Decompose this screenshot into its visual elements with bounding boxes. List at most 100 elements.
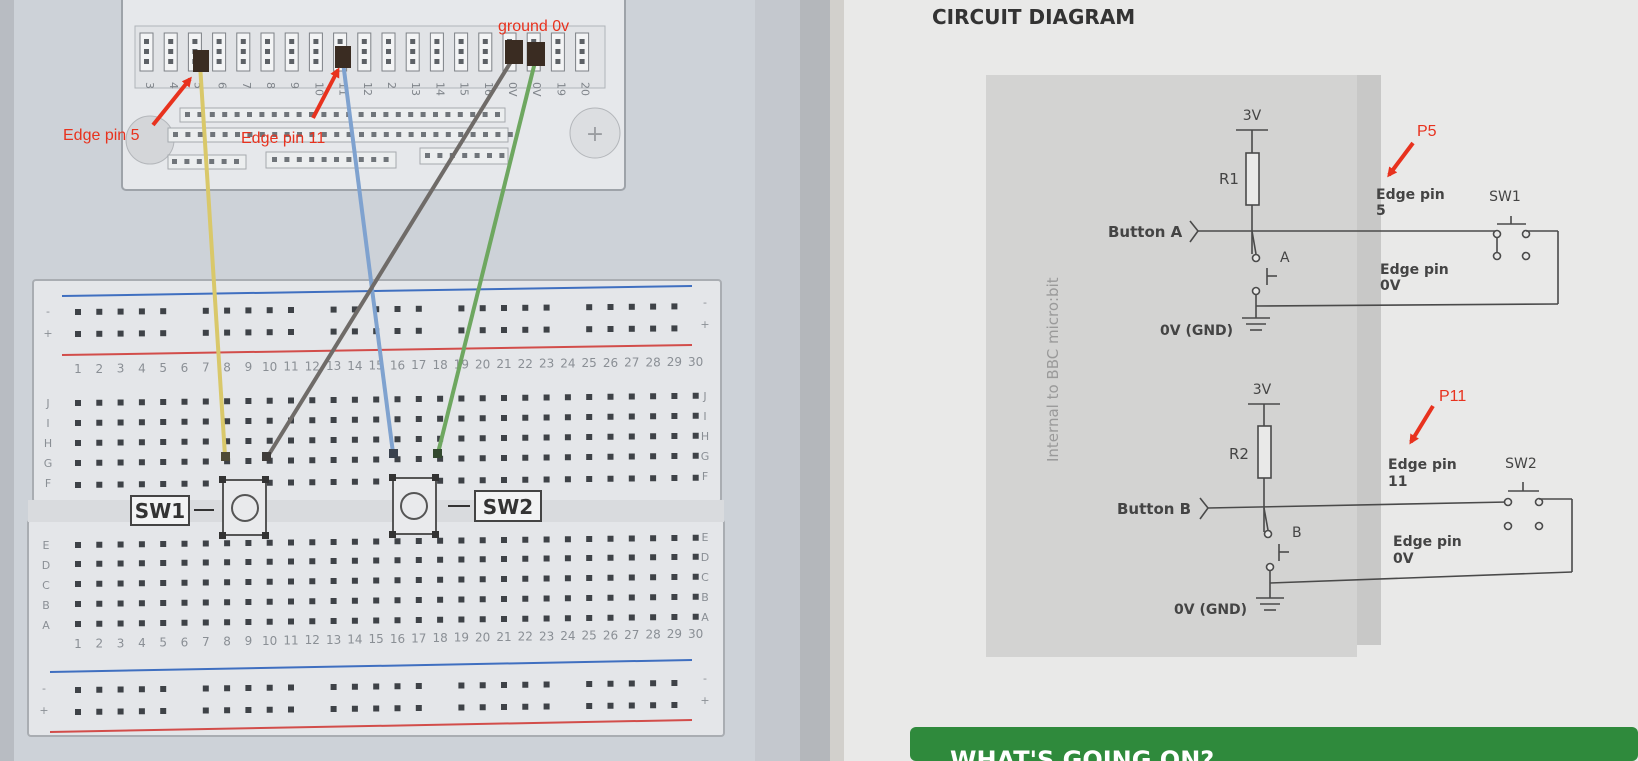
row-letter: F [45,477,51,490]
pin-11-header [335,46,351,68]
column-number-top: 26 [603,356,618,370]
row-letter: G [44,457,53,470]
annotation-edge-pin-11: Edge pin 11 [241,130,325,147]
column-number-top: 16 [390,358,405,372]
rail-sign: - [703,296,707,309]
edge-connector-board: 3 4 5 6 7 8 9 10 11 12 2 13 14 15 16 0V 0V 19 20 + [121,0,626,191]
column-number-bottom: 3 [117,636,125,650]
row-letter: J [45,397,49,410]
column-number-top: 28 [645,355,660,369]
edge-pin-label: 2 [385,82,398,89]
column-number-top: 30 [688,355,703,369]
column-number-bottom: 21 [496,630,511,644]
column-number-top: 23 [539,357,554,371]
column-number-bottom: 12 [305,633,320,647]
sw1-circuit-label: SW1 [1489,189,1521,205]
edge-pin-label: 14 [433,82,446,96]
edge-pin: 8 [260,32,277,89]
next-section-heading: WHAT'S GOING ON? [950,746,1214,761]
column-number-bottom: 27 [624,628,639,642]
row-letter: F [702,470,708,483]
row-letter: B [701,591,709,604]
column-number-top: 21 [496,357,511,371]
edge-pin-0v-top-label: Edge pin [1380,262,1449,278]
column-number-bottom: 8 [223,635,231,649]
column-number-bottom: 23 [539,629,554,643]
resistor-r1-label: R1 [1219,170,1239,188]
column-number-top: 12 [305,359,320,373]
row-letter: B [42,599,50,612]
edge-pin-11-label: Edge pin [1388,457,1457,473]
switch-sw1: SW1 [130,476,269,539]
column-number-top: 7 [202,361,210,375]
row-letter: I [703,410,706,423]
sw2-label: SW2 [483,495,533,519]
column-number-bottom: 10 [262,634,277,648]
edge-pin: 12 [357,32,374,96]
pin-0v-header-1 [505,40,523,64]
column-number-bottom: 2 [95,637,103,651]
edge-pin-label: 15 [458,82,471,96]
rail-sign: + [700,694,709,707]
edge-pin-label: 7 [240,82,253,89]
column-number-top: 18 [432,358,447,372]
arrow-pin-11 [311,67,340,119]
edge-pin: 19 [550,32,567,96]
button-a-label: Button A [1108,223,1183,241]
edge-pin-label: 20 [579,82,592,96]
row-letter: H [701,430,709,443]
edge-pin: 7 [236,32,253,89]
ground-label-bottom: 0V (GND) [1174,602,1247,618]
edge-pin: 13 [405,32,422,96]
edge-pin-5-number: 5 [1376,203,1386,219]
resistor-r2 [1257,425,1272,479]
rail-sign: + [43,327,52,340]
edge-pin: 20 [575,32,592,96]
column-number-bottom: 6 [181,635,189,649]
edge-pin-5-label: Edge pin [1376,187,1445,203]
plus-sign: + [586,122,604,147]
row-letter: C [701,571,709,584]
edge-pin-11-number: 11 [1388,474,1407,490]
pin-5-header [193,50,209,72]
annotation-ground-0v: ground 0v [498,18,569,35]
left-annotations: Edge pin 5 Edge pin 11 ground 0v [63,18,569,147]
edge-pin-label: 0V [530,82,543,97]
next-section-bar: WHAT'S GOING ON? [910,727,1638,761]
column-number-bottom: 1 [74,637,82,651]
row-letter: G [701,450,710,463]
column-number-top: 25 [582,356,597,370]
annotation-p11: P11 [1439,388,1466,405]
rail-line-red-top [61,344,693,356]
edge-pin: 9 [284,32,301,89]
edge-pin: 10 [308,32,325,96]
column-number-top: 1 [74,362,82,376]
right-annotations: P5 P11 [1387,123,1466,445]
edge-pin-0v-bottom-label: Edge pin [1393,534,1462,550]
voltage-3v-bottom: 3V [1253,382,1272,398]
column-number-top: 5 [159,361,167,375]
column-number-bottom: 15 [369,632,384,646]
edge-pin-label: 8 [264,82,277,89]
circuit-button-a [1189,129,1559,331]
column-number-top: 27 [624,356,639,370]
column-number-top: 2 [95,362,103,376]
breadboard-labels: 1234567891011121314151617181920212223242… [39,296,709,717]
edge-pin-label: 10 [312,82,325,96]
edge-pin-label: 0V [506,82,519,97]
edge-pin-0v-bottom-number: 0V [1393,551,1414,567]
column-number-top: 6 [181,361,189,375]
arrow-pin-5 [151,76,192,127]
column-number-top: 3 [117,362,125,376]
column-number-top: 29 [667,355,682,369]
column-number-bottom: 14 [347,632,362,646]
page-title: CIRCUIT DIAGRAM [932,5,1135,29]
edge-pin-0v-top-number: 0V [1380,278,1401,294]
wire-yellow [198,63,227,457]
edge-pin-label: 5 [191,82,204,89]
annotation-edge-pin-5: Edge pin 5 [63,127,140,144]
column-number-top: 24 [560,356,575,370]
rail-sign: + [700,318,709,331]
column-number-top: 9 [245,360,253,374]
